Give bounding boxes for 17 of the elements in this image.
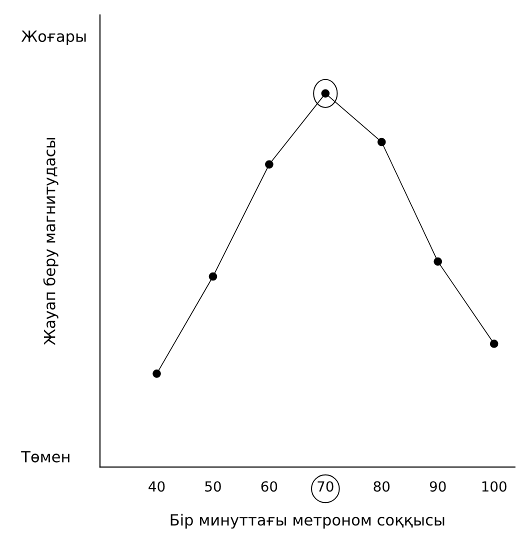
- x-tick-label: 60: [261, 481, 278, 492]
- x-tick-label: 90: [430, 481, 446, 492]
- x-tick-label: 50: [205, 481, 221, 492]
- text: Жоғары: [21, 30, 86, 45]
- point: [377, 138, 386, 146]
- y-axis-title: Жауап беру магнитудасы: [43, 138, 58, 346]
- x-tick-label: 70: [318, 481, 334, 492]
- x-tick-label: 100: [482, 481, 506, 492]
- point: [265, 160, 274, 169]
- point: [490, 340, 498, 348]
- x-tick-label: 40: [148, 481, 165, 492]
- x-axis-title: Бір минуттағы метроном соққысы: [170, 514, 444, 529]
- point: [208, 272, 218, 281]
- point: [152, 369, 161, 378]
- x-tick-label: 80: [374, 481, 390, 492]
- text: Төмен: [21, 451, 70, 462]
- point: [434, 257, 442, 266]
